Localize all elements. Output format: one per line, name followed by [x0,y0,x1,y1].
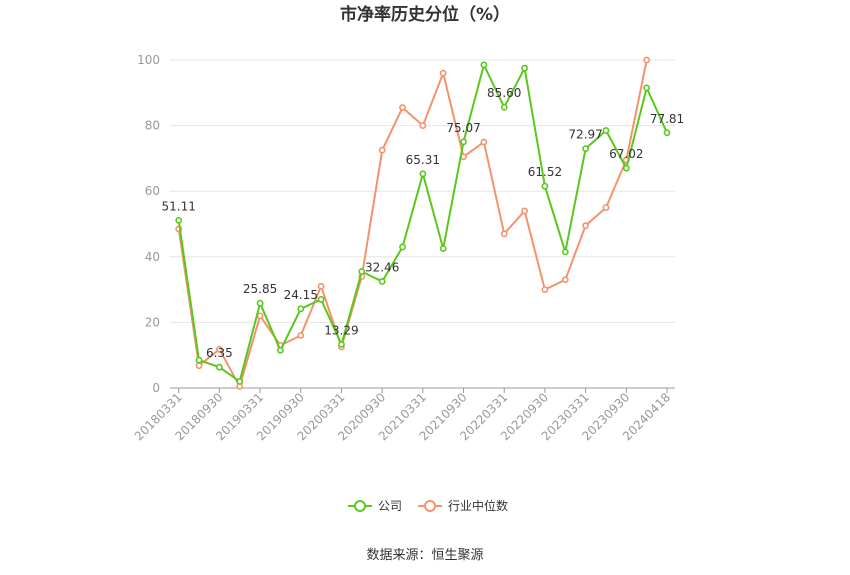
series-point [317,296,325,303]
data-label: 51.11 [162,199,196,213]
series-point [643,84,651,92]
series-point [582,145,590,153]
series-point [419,122,427,129]
series-point [439,245,447,252]
series-point [541,182,549,190]
legend-swatch-marker [424,500,436,512]
data-label: 65.31 [406,153,440,167]
data-label: 72.97 [568,128,602,142]
series-point [317,282,325,290]
series-point [663,129,671,137]
series-point [277,346,284,354]
y-tick-label: 100 [137,53,160,67]
series-point [439,69,447,77]
series-point [500,103,508,111]
y-axis: 0 20 40 60 80 100 [137,53,160,395]
data-labels: 51.11 6.35 25.85 24.15 13.29 32.46 65.31 75.07 8… [162,86,685,360]
y-tick-label: 0 [152,381,160,395]
data-label: 77.81 [650,112,684,126]
series-line [177,63,668,383]
series-point [500,230,508,238]
series-line [177,59,648,388]
data-label: 6.35 [206,346,233,360]
series-point [378,278,386,285]
data-label: 13.29 [324,323,358,337]
series-point [602,127,610,134]
y-tick-label: 60 [145,184,160,198]
legend[interactable]: 公司 行业中位数 [348,498,508,513]
data-label: 61.52 [528,165,562,179]
data-label: 25.85 [243,282,277,296]
series-point [195,362,203,370]
y-tick-label: 20 [145,315,160,329]
series-point [460,138,467,146]
series-point [215,363,223,371]
series-point [236,378,244,385]
series-point [399,243,406,251]
legend-item[interactable]: 行业中位数 [418,498,508,513]
source-note: 数据来源：恒生聚源 [366,548,483,563]
legend-swatch-marker [354,500,366,512]
series-point [602,204,610,211]
data-label: 67.02 [609,147,643,161]
series-point [561,248,569,256]
series-point [622,164,630,172]
y-tick-label: 40 [145,250,160,264]
data-label: 85.60 [487,86,521,100]
series-point [195,356,203,364]
data-label: 75.07 [446,121,480,135]
series-point [175,216,183,224]
legend-label: 行业中位数 [448,498,508,513]
grid-lines [170,59,675,323]
series-point [297,305,305,313]
y-tick-label: 80 [145,119,160,133]
series-point [480,61,488,69]
series-point [521,207,528,215]
series-point [541,286,549,293]
legend-label: 公司 [378,499,402,513]
series-point [419,170,427,178]
series-point [480,138,488,146]
series-point [643,56,651,64]
x-axis: 2018033120180930201903312019093020200331… [132,387,675,443]
data-label: 24.15 [284,288,318,302]
series-layer [175,56,671,390]
legend-item[interactable]: 公司 [348,499,402,513]
data-label: 32.46 [365,261,399,275]
series-point [399,104,406,111]
series-point [256,299,264,307]
series-point [338,341,345,348]
series-point [215,345,223,353]
series-point [582,222,590,230]
series-point [521,64,528,72]
series-point [561,276,569,284]
series-point [378,146,386,154]
series-point [297,332,305,339]
series-point [358,268,366,275]
chart-title: 市净率历史分位（%） [340,4,510,25]
